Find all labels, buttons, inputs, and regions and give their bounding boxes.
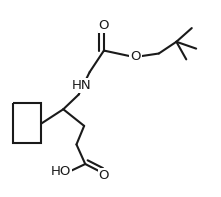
Text: O: O xyxy=(99,19,109,32)
Text: O: O xyxy=(130,50,141,63)
Text: O: O xyxy=(99,169,109,182)
Text: HO: HO xyxy=(51,165,71,178)
Text: HN: HN xyxy=(72,79,91,92)
